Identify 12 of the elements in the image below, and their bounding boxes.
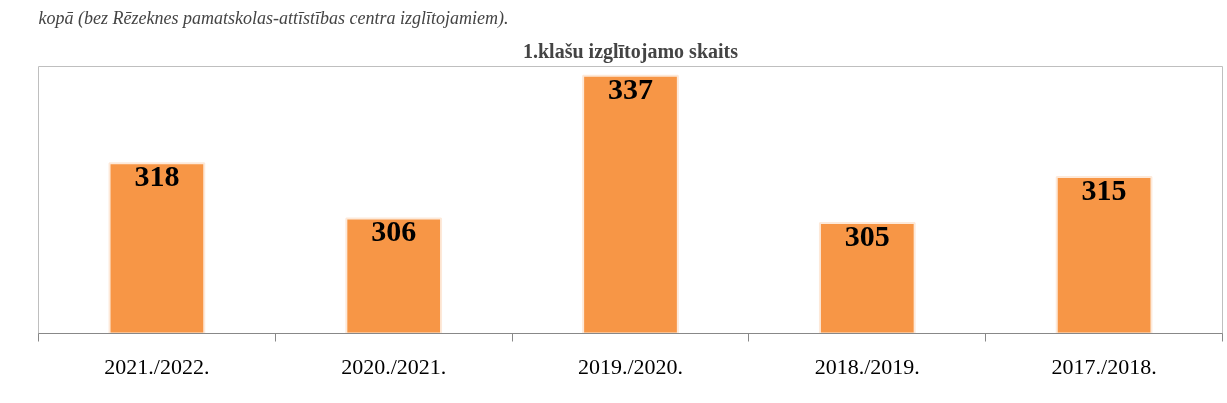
x-tick-label: 2020./2021. bbox=[341, 353, 447, 379]
data-label: 306 bbox=[371, 214, 417, 248]
data-label: 337 bbox=[608, 71, 653, 105]
x-tick-label: 2019./2020. bbox=[577, 353, 684, 379]
data-label: 315 bbox=[1081, 172, 1127, 206]
text: kopā (bez Rēzeknes pamatskolas-attīstības centra izglītojamiem). bbox=[38, 7, 509, 29]
chart-title: 1.klašu izglītojamo skaits bbox=[522, 39, 739, 63]
data-label: 318 bbox=[134, 159, 180, 193]
x-tick-label: 2018./2019. bbox=[814, 353, 920, 379]
x-tick-label: 2021./2022. bbox=[104, 353, 210, 379]
data-label: 305 bbox=[844, 219, 890, 253]
x-tick-label: 2017./2018. bbox=[1051, 353, 1157, 379]
